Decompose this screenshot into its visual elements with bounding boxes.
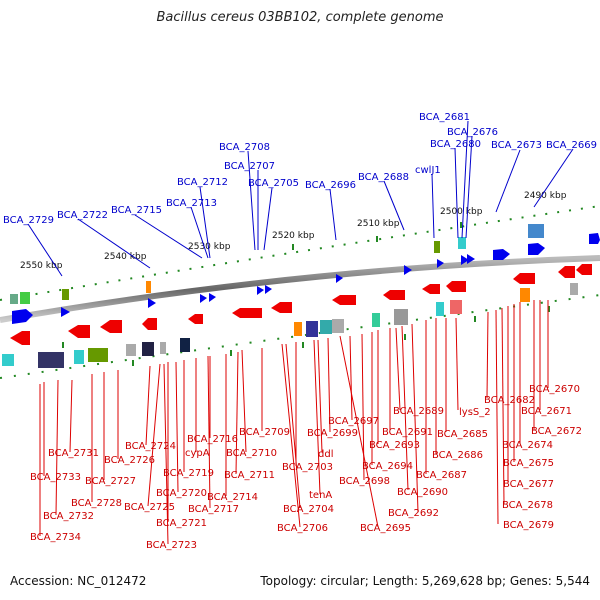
gene-label: BCA_2729 xyxy=(3,215,54,226)
gene-label: BCA_2689 xyxy=(393,406,444,417)
gene-label: BCA_2731 xyxy=(48,448,99,459)
gene-label: BCA_2723 xyxy=(146,540,197,551)
gene-label: BCA_2717 xyxy=(188,504,239,515)
forward-genes xyxy=(12,233,600,324)
gene-label: BCA_2706 xyxy=(277,523,328,534)
gene-label: cwlJ1 xyxy=(415,165,441,176)
gene-label: cypA xyxy=(185,448,210,459)
genome-summary-text: Topology: circular; Length: 5,269,628 bp… xyxy=(260,574,590,588)
gene-label: BCA_2722 xyxy=(57,210,108,221)
bottom-leader-lines xyxy=(39,300,549,545)
gene-label: BCA_2703 xyxy=(282,462,333,473)
gene-label: BCA_2726 xyxy=(104,455,155,466)
accession-text: Accession: NC_012472 xyxy=(10,574,147,588)
gene-label: BCA_2685 xyxy=(437,429,488,440)
tick-label: 2540 kbp xyxy=(104,252,147,262)
gene-label: BCA_2673 xyxy=(491,140,542,151)
gene-label: BCA_2719 xyxy=(163,468,214,479)
gene-label: BCA_2678 xyxy=(502,500,553,511)
gene-label: BCA_2677 xyxy=(503,479,554,490)
tick-label: 2510 kbp xyxy=(357,219,400,229)
tick-label: 2550 kbp xyxy=(20,261,63,271)
tick-label: 2500 kbp xyxy=(440,207,483,217)
gene-label: BCA_2707 xyxy=(224,161,275,172)
feature-blocks xyxy=(2,224,578,368)
gene-label: BCA_2725 xyxy=(124,502,175,513)
genome-backbone xyxy=(0,255,600,323)
gene-label: BCA_2710 xyxy=(226,448,277,459)
gene-label: tenA xyxy=(309,490,332,501)
gene-label: BCA_2682 xyxy=(484,395,535,406)
gene-label: BCA_2671 xyxy=(521,406,572,417)
tick-label: 2490 kbp xyxy=(524,191,567,201)
gene-label: BCA_2716 xyxy=(187,434,238,445)
reverse-genes xyxy=(10,264,592,345)
gene-label: BCA_2715 xyxy=(111,205,162,216)
gene-label: BCA_2693 xyxy=(369,440,420,451)
gene-label: BCA_2712 xyxy=(177,177,228,188)
gene-label: BCA_2732 xyxy=(43,511,94,522)
gene-label: BCA_2734 xyxy=(30,532,81,543)
gene-label: lysS_2 xyxy=(459,407,491,418)
gene-label: BCA_2680 xyxy=(430,139,481,150)
gene-label: BCA_2696 xyxy=(305,180,356,191)
gene-label: BCA_2714 xyxy=(207,492,258,503)
gene-label: BCA_2676 xyxy=(447,127,498,138)
gene-label: BCA_2720 xyxy=(156,488,207,499)
top-leader-lines xyxy=(27,120,574,277)
gene-label: BCA_2708 xyxy=(219,142,270,153)
gene-label: BCA_2728 xyxy=(71,498,122,509)
gene-label: BCA_2721 xyxy=(156,518,207,529)
track-dots-low xyxy=(0,294,600,379)
gene-label: BCA_2674 xyxy=(502,440,553,451)
tick-label: 2530 kbp xyxy=(188,242,231,252)
gene-label: BCA_2695 xyxy=(360,523,411,534)
gene-label: BCA_2727 xyxy=(85,476,136,487)
gene-label: BCA_2733 xyxy=(30,472,81,483)
tick-ruler xyxy=(0,205,600,301)
gene-label: BCA_2704 xyxy=(283,504,334,515)
track-marks xyxy=(62,222,550,366)
gene-label: BCA_2724 xyxy=(125,441,176,452)
gene-label: BCA_2699 xyxy=(307,428,358,439)
gene-label: BCA_2690 xyxy=(397,487,448,498)
gene-label: BCA_2672 xyxy=(531,426,582,437)
gene-label: BCA_2681 xyxy=(419,112,470,123)
gene-label: BCA_2688 xyxy=(358,172,409,183)
gene-label: BCA_2705 xyxy=(248,178,299,189)
gene-label: BCA_2692 xyxy=(388,508,439,519)
gene-label: BCA_2711 xyxy=(224,470,275,481)
gene-label: BCA_2709 xyxy=(239,427,290,438)
gene-label: BCA_2697 xyxy=(328,416,379,427)
gene-label: BCA_2698 xyxy=(339,476,390,487)
gene-label: BCA_2687 xyxy=(416,470,467,481)
gene-label: BCA_2669 xyxy=(546,140,597,151)
gene-label: BCA_2694 xyxy=(362,461,413,472)
genome-title: Bacillus cereus 03BB102, complete genome xyxy=(156,10,444,25)
gene-label: BCA_2686 xyxy=(432,450,483,461)
gene-label: BCA_2670 xyxy=(529,384,580,395)
gene-label: BCA_2713 xyxy=(166,198,217,209)
gene-label: ddl xyxy=(318,449,333,460)
gene-label: BCA_2691 xyxy=(382,427,433,438)
gene-label: BCA_2675 xyxy=(503,458,554,469)
tick-label: 2520 kbp xyxy=(272,231,315,241)
gene-label: BCA_2679 xyxy=(503,520,554,531)
